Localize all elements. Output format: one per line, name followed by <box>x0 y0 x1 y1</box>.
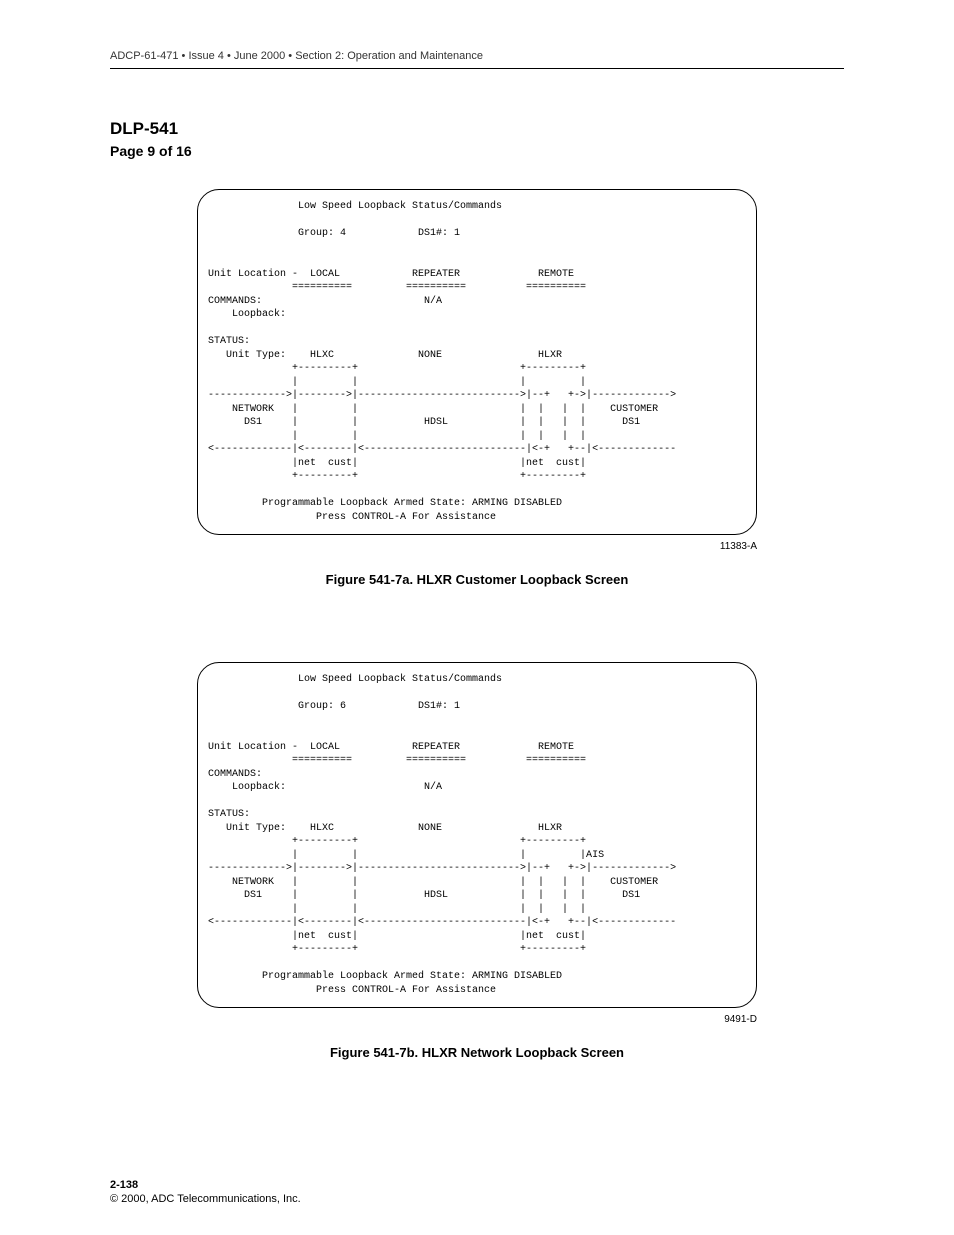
figure-a-box: Low Speed Loopback Status/Commands Group… <box>197 189 757 535</box>
figure-b-caption: Figure 541-7b. HLXR Network Loopback Scr… <box>110 1045 844 1060</box>
figure-a-screen: Low Speed Loopback Status/Commands Group… <box>208 200 746 524</box>
dlp-title: DLP-541 <box>110 119 844 139</box>
page-number-title: Page 9 of 16 <box>110 143 844 159</box>
footer-copyright: © 2000, ADC Telecommunications, Inc. <box>110 1193 301 1205</box>
footer: 2-138 © 2000, ADC Telecommunications, In… <box>110 1179 301 1205</box>
footer-page-number: 2-138 <box>110 1179 301 1191</box>
page-container: ADCP-61-471 • Issue 4 • June 2000 • Sect… <box>0 0 954 1165</box>
figure-a-id: 11383-A <box>197 541 757 552</box>
figure-b-id: 9491-D <box>197 1014 757 1025</box>
figure-b-box: Low Speed Loopback Status/Commands Group… <box>197 662 757 1008</box>
figure-a-caption: Figure 541-7a. HLXR Customer Loopback Sc… <box>110 572 844 587</box>
header-line: ADCP-61-471 • Issue 4 • June 2000 • Sect… <box>110 50 844 69</box>
figure-b-screen: Low Speed Loopback Status/Commands Group… <box>208 673 746 997</box>
